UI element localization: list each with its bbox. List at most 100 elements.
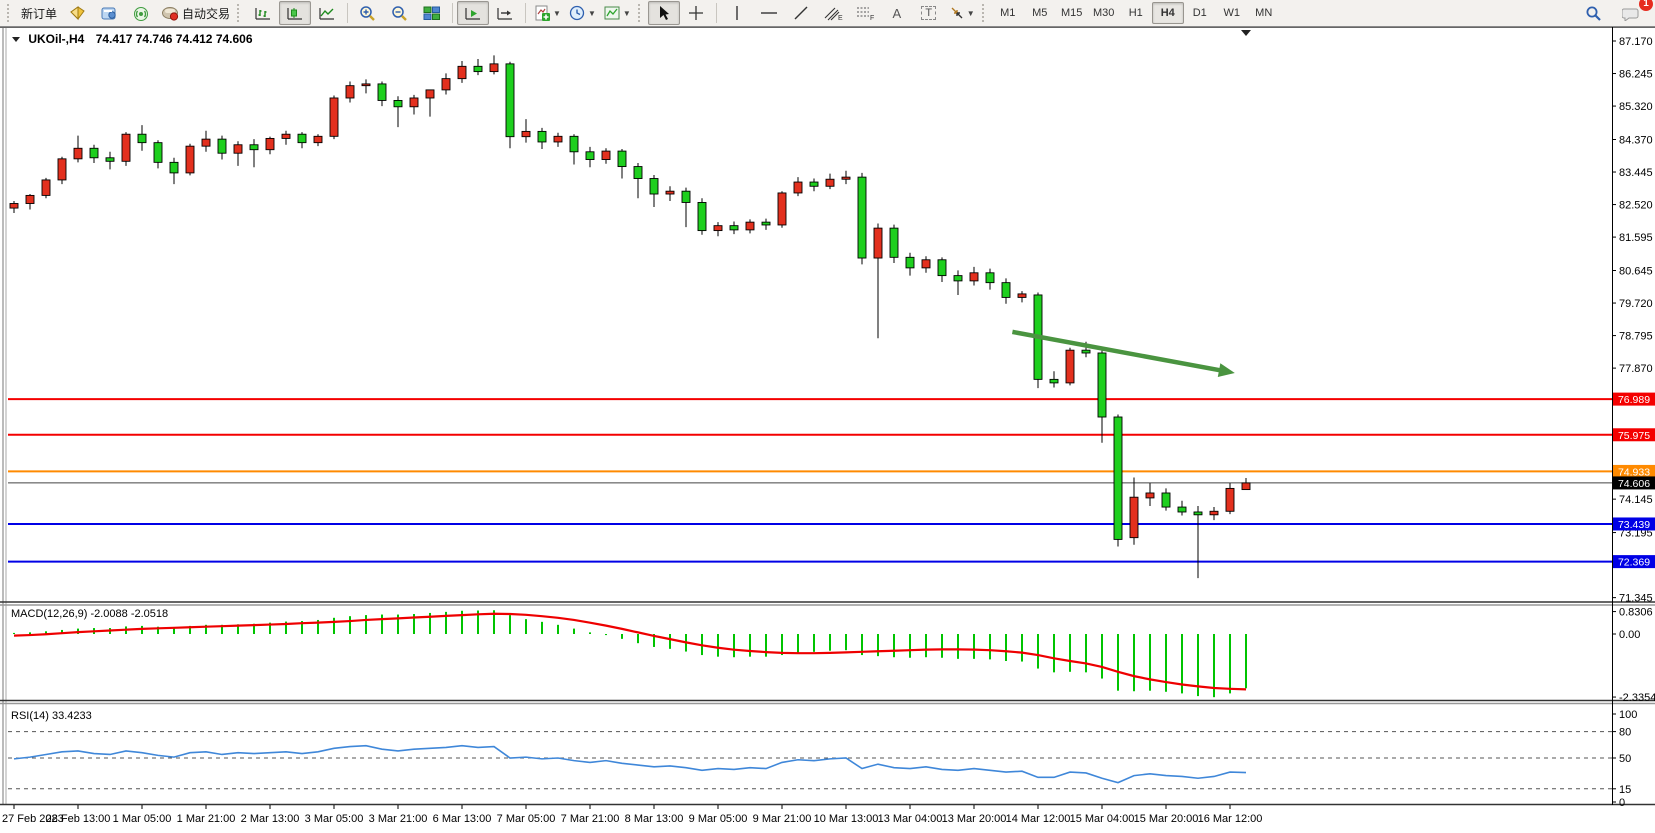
price-level-label-box <box>1613 555 1655 569</box>
candle-body <box>377 83 387 101</box>
candle-body <box>217 138 227 154</box>
svg-text:F: F <box>870 15 874 21</box>
timeframe-d1-button[interactable]: D1 <box>1192 7 1207 19</box>
rsi-indicator-label: RSI(14) 33.4233 <box>11 710 92 722</box>
candle-body <box>105 157 115 162</box>
candle-body <box>873 227 883 259</box>
candle-body <box>121 133 131 162</box>
toolbar-grip[interactable] <box>7 4 14 22</box>
bar-chart-mode-button[interactable] <box>247 1 279 25</box>
timeframe-w1-button[interactable]: W1 <box>1223 7 1240 19</box>
candle-body <box>1161 492 1171 508</box>
time-axis-label: 28 Feb 13:00 <box>46 813 111 825</box>
price-level-label-box <box>1613 517 1655 531</box>
chart-shift-marker <box>1241 30 1251 36</box>
toolbar-grip[interactable] <box>981 4 989 22</box>
navigator-button[interactable] <box>93 1 125 25</box>
zoom-out-button[interactable] <box>384 1 416 25</box>
autotrading-cart-icon <box>162 6 179 21</box>
market-watch-icon-button[interactable] <box>61 1 93 25</box>
candle-body <box>153 142 163 163</box>
candle-body <box>457 65 467 80</box>
zoom-in-button[interactable] <box>352 1 384 25</box>
horizontal-line-icon <box>760 12 777 14</box>
chart-background <box>0 27 1655 828</box>
timeframe-h4-button[interactable]: H4 <box>1151 2 1184 24</box>
price-tick-label: 85.320 <box>1619 101 1653 113</box>
time-axis-label: 2 Mar 13:00 <box>241 813 300 825</box>
candle-body <box>1145 492 1155 499</box>
zoom-in-icon <box>360 6 375 21</box>
auto-scroll-button[interactable] <box>457 1 490 25</box>
candle-body <box>1001 282 1011 298</box>
chart-svg[interactable]: 87.170 86.245 85.320 84.370 83.445 82.520 81.5… <box>0 27 1655 828</box>
templates-button[interactable]: ▼ <box>600 1 635 25</box>
chart-window[interactable]: UKOil-,H4 74.417 74.746 74.412 74.606 MA… <box>0 27 1655 828</box>
autotrading-button[interactable]: 自动交易 <box>157 1 234 25</box>
trendline-tool-button[interactable] <box>785 1 817 25</box>
text-label-tool-button[interactable]: T <box>913 1 945 25</box>
rsi-axis-label: 100 <box>1619 709 1637 721</box>
main-toolbar: 新订单 <box>0 0 1655 27</box>
crosshair-tool-button[interactable] <box>680 1 712 25</box>
timeframe-m30-button[interactable]: M30 <box>1093 7 1115 19</box>
candle-body <box>281 133 291 139</box>
vertical-line-tool-button[interactable] <box>721 1 753 25</box>
timeframe-h1-button[interactable]: H1 <box>1128 7 1143 19</box>
candle-body <box>137 133 147 144</box>
toolbar-grip[interactable] <box>237 4 244 22</box>
candle-body <box>473 65 483 73</box>
timeframe-mn-button[interactable]: MN <box>1255 7 1273 19</box>
timeframe-m5-button[interactable]: M5 <box>1032 7 1048 19</box>
chart-shift-button[interactable] <box>489 1 521 25</box>
horizontal-line-tool-button[interactable] <box>753 1 785 25</box>
indicators-button[interactable]: ▼ <box>530 1 565 25</box>
periods-button[interactable]: ▼ <box>565 1 600 25</box>
chat-bubble-icon <box>1622 8 1639 21</box>
text-tool-button[interactable]: A <box>881 1 913 25</box>
arrows-icon <box>951 7 963 19</box>
timeframe-m1-button[interactable]: M1 <box>1000 7 1016 19</box>
price-tick-label: 82.520 <box>1619 200 1653 212</box>
signal-button[interactable] <box>125 1 157 25</box>
toolbar-grip[interactable] <box>637 4 645 22</box>
line-chart-icon <box>319 8 335 20</box>
candle-body <box>1065 349 1075 384</box>
fibonacci-tool-button[interactable]: F <box>849 1 881 25</box>
candle-body <box>745 221 755 231</box>
candle-body <box>729 225 739 231</box>
candle-body <box>713 225 723 232</box>
candle-body <box>169 161 179 174</box>
price-tick-label: 84.370 <box>1619 134 1653 146</box>
zoom-out-icon <box>392 6 407 21</box>
candle-body <box>393 99 403 108</box>
time-axis-label: 10 Mar 13:00 <box>814 813 879 825</box>
candle-body <box>569 135 579 153</box>
channel-tool-button[interactable]: E <box>817 1 849 25</box>
candle-body <box>1241 482 1251 491</box>
notifications-button[interactable]: 1 <box>1615 0 1653 25</box>
price-level-label-box <box>1613 428 1655 442</box>
candle-body <box>697 201 707 232</box>
candle-body <box>313 135 323 144</box>
chart-dropdown-icon[interactable] <box>12 37 20 43</box>
candle-body <box>601 150 611 160</box>
trend-arrow-head <box>1217 363 1235 378</box>
line-chart-mode-button[interactable] <box>311 1 343 25</box>
trendline-icon <box>794 6 808 20</box>
equidistant-channel-icon: E <box>824 7 843 21</box>
arrows-tool-button[interactable]: ▼ <box>945 1 979 25</box>
crosshair-icon <box>688 6 703 20</box>
cursor-icon <box>659 6 669 20</box>
time-axis-label: 1 Mar 05:00 <box>113 813 172 825</box>
timeframe-m15-button[interactable]: M15 <box>1061 7 1083 19</box>
yellow-doc-icon <box>69 5 85 20</box>
candle-body <box>185 145 195 174</box>
candle-body <box>1113 416 1123 540</box>
candle-body <box>1049 378 1059 384</box>
new-order-button[interactable]: 新订单 <box>21 6 58 21</box>
cursor-tool-button[interactable] <box>647 1 680 25</box>
tile-windows-button[interactable] <box>416 1 448 25</box>
candlestick-mode-button[interactable] <box>279 1 312 25</box>
search-button[interactable] <box>1577 1 1609 25</box>
